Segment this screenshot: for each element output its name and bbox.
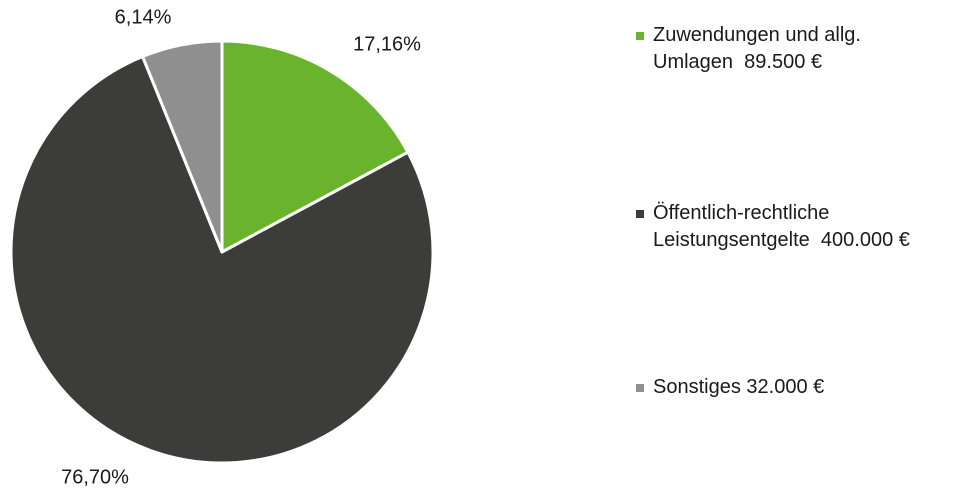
pie-slice (220, 39, 410, 254)
legend-label: Sonstiges 32.000 € (653, 376, 825, 398)
legend-swatch (636, 384, 644, 392)
data-label: 17,16% (353, 33, 421, 55)
legend-label: Zuwendungen und allg. Umlagen 89.500 € (653, 24, 861, 73)
legend-label: Öffentlich-rechtliche Leistungsentgelte … (653, 202, 910, 251)
legend-swatch (636, 210, 644, 218)
data-label: 6,14% (115, 6, 172, 28)
pie-slice (9, 55, 435, 465)
legend-swatch (636, 32, 644, 40)
data-label: 76,70% (61, 466, 129, 488)
pie-slice (141, 39, 224, 254)
